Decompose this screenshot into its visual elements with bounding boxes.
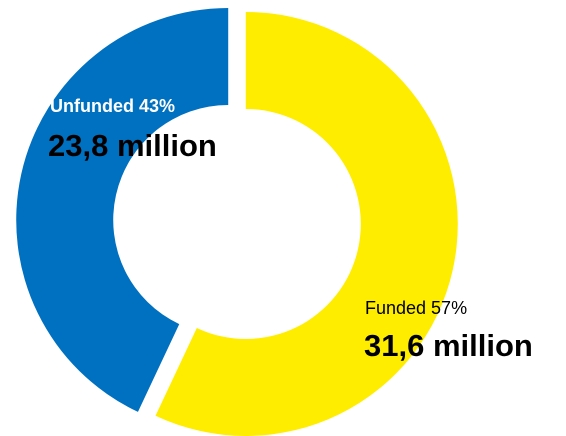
slice-funded (155, 11, 458, 436)
unfunded-value-label: 23,8 million (48, 128, 217, 163)
funded-percent-label: Funded 57% (365, 298, 468, 318)
funded-value-label: 31,6 million (364, 328, 533, 363)
slice-unfunded (16, 8, 229, 412)
unfunded-percent-label: Unfunded 43% (50, 96, 176, 116)
